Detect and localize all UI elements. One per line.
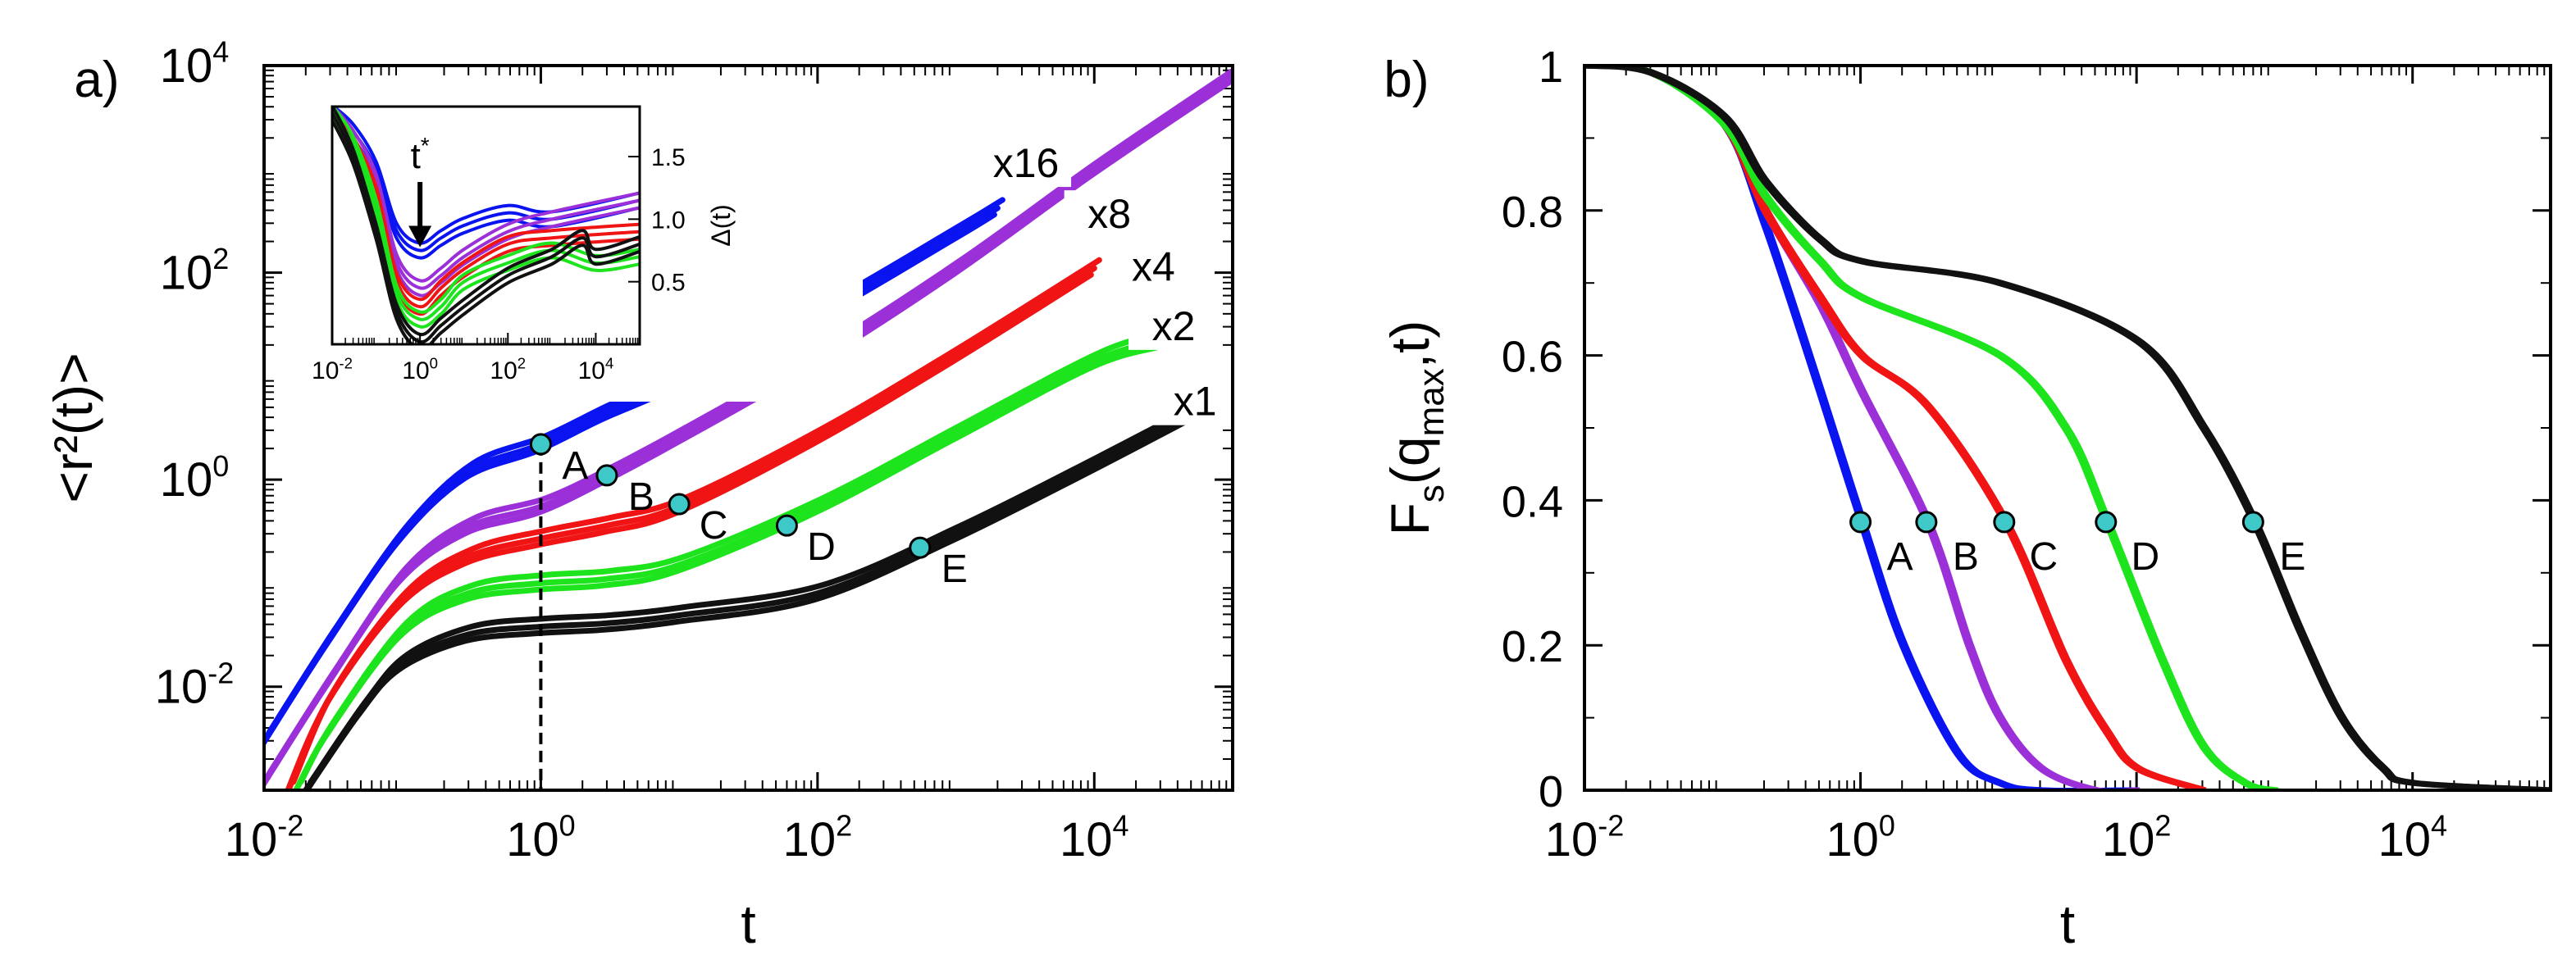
marker-A (1849, 511, 1872, 534)
marker-label-C: C (2029, 535, 2058, 579)
x-tick-label: 102 (783, 809, 853, 866)
series-line-C-replica (1587, 66, 2207, 790)
series-line-A-replica (1587, 66, 2141, 790)
y-axis-label: <r²(t)> (43, 352, 103, 502)
inset-y-tick-label: 0.5 (651, 270, 686, 297)
y-tick-label: 0.6 (1502, 333, 1563, 382)
marker-label-B: B (628, 475, 654, 519)
marker-label-E: E (941, 548, 968, 591)
panel-b: 10-2 100 102 104 0 0.2 0.4 0.6 0.8 1 A B C D Eb) t Fs(qm… (1379, 43, 2552, 954)
scale-label-x1: x1 (1174, 379, 1217, 425)
y-tick-label: 0.4 (1502, 477, 1563, 526)
series-line-x4-replica (285, 271, 1094, 790)
inset: 10-2 100 102 104 0.5 1.0 1.5 Δ(t) t* (312, 98, 863, 402)
series-line-x1-replica (303, 395, 1233, 790)
y-axis-label: Fs(qmax,t) (1379, 321, 1452, 536)
panel-b-series (1584, 66, 2551, 790)
inset-series (332, 107, 640, 344)
scale-label-x8: x8 (1087, 191, 1131, 237)
inset-y-tick-label: 1.0 (651, 207, 686, 234)
x-tick-label: 102 (2102, 809, 2172, 866)
inset-line-x8-replica (332, 107, 640, 283)
marker-D (775, 514, 798, 537)
x-tick-label: 104 (2378, 809, 2447, 866)
inset-line-x16-replica (332, 107, 640, 245)
marker-label-A: A (562, 444, 588, 488)
marker-label-C: C (700, 504, 728, 548)
marker-C (668, 493, 691, 516)
plot-frame (1583, 64, 2552, 792)
series-line-C (1584, 66, 2204, 790)
series-line-x8-replica (264, 79, 1233, 789)
y-tick-label: 100 (160, 449, 230, 507)
y-tick-label: 0 (1539, 767, 1563, 816)
marker-label-B: B (1953, 535, 1979, 579)
scale-label-x2: x2 (1152, 303, 1196, 349)
inset-y-tick-label: 1.5 (651, 144, 686, 171)
y-tick-label: 0.2 (1502, 622, 1563, 671)
inset-line-x4-replica (332, 107, 640, 302)
inset-line-x1-replica (332, 119, 640, 344)
y-tick-label: 102 (160, 242, 230, 299)
x-tick-label: 10-2 (225, 809, 303, 866)
y-tick-label: 1 (1539, 43, 1563, 92)
series-line-B (1584, 66, 2137, 790)
marker-B (1915, 511, 1938, 534)
marker-A (529, 433, 552, 456)
inset-frame (331, 105, 641, 346)
series-line-x1-replica (308, 383, 1233, 785)
series-line-x16-replica (264, 211, 997, 748)
series-line-D-replica (1587, 66, 2279, 790)
inset-x-tick-label: 10-2 (312, 354, 353, 384)
series-line-x2-replica (293, 344, 1160, 790)
x-axis-label: t (2060, 893, 2075, 954)
inset-arrow-head (408, 225, 432, 248)
x-tick-label: 104 (1060, 809, 1129, 866)
panel-label: b) (1384, 52, 1429, 108)
marker-E (909, 536, 932, 559)
marker-label-D: D (807, 525, 836, 569)
series-line-B-replica (1587, 66, 2141, 790)
inset-line-x1-replica (332, 107, 640, 337)
x-axis-label: t (741, 893, 755, 954)
marker-label-D: D (2131, 535, 2159, 579)
marker-C (1993, 511, 2016, 534)
scale-label-bg (1064, 190, 1155, 239)
x-tick-label: 100 (506, 809, 576, 866)
inset-x-tick-label: 104 (578, 354, 614, 384)
y-tick-label: 10-2 (155, 656, 234, 713)
panel-a-series (264, 67, 1233, 790)
y-tick-label: 104 (160, 35, 230, 93)
plot-frame (262, 64, 1234, 792)
series-line-E-replica (1587, 66, 2551, 790)
inset-line-x1 (332, 111, 640, 344)
marker-label-E: E (2279, 535, 2305, 579)
inset-x-tick-label: 102 (490, 354, 526, 384)
scale-label-bg (1108, 243, 1199, 291)
scale-label-bg (1150, 377, 1241, 425)
series-line-x2-replica (298, 330, 1169, 785)
marker-B (595, 464, 618, 487)
series-line-x1 (303, 389, 1233, 790)
scale-label-x16: x16 (993, 140, 1060, 186)
panel-label: a) (74, 52, 119, 108)
marker-label-A: A (1887, 535, 1913, 579)
scale-label-bg (981, 139, 1072, 188)
y-tick-label: 0.8 (1502, 188, 1563, 237)
x-tick-label: 100 (1826, 809, 1895, 866)
inset-x-tick-label: 100 (402, 354, 438, 384)
marker-D (2095, 511, 2118, 534)
x-tick-label: 10-2 (1545, 809, 1624, 866)
scale-label-bg (1128, 302, 1220, 350)
marker-E (2241, 511, 2264, 534)
scale-label-x4: x4 (1132, 243, 1175, 289)
inset-y-axis-label: Δ(t) (706, 204, 736, 247)
inset-annotation-label: t* (411, 133, 430, 176)
series-line-A (1584, 66, 2137, 790)
